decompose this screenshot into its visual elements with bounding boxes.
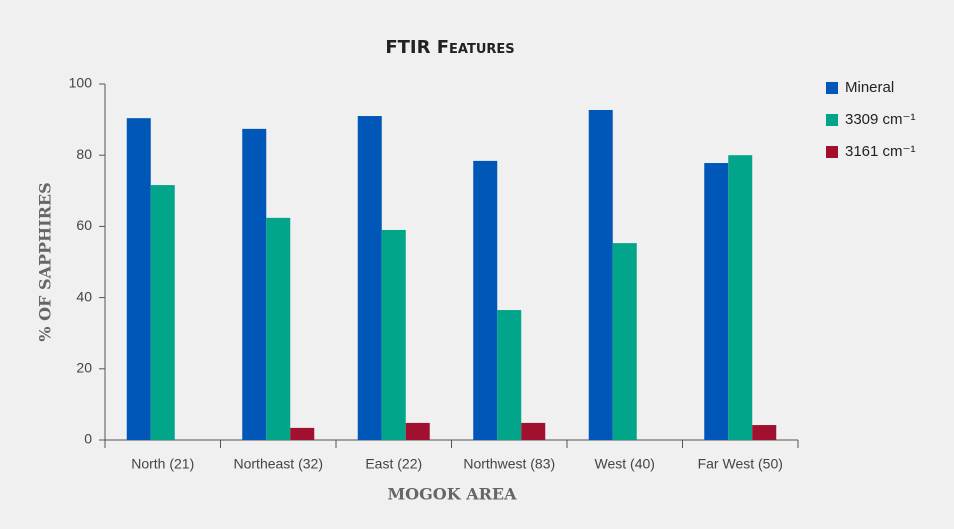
bar bbox=[588, 109, 613, 440]
bar bbox=[290, 427, 315, 440]
legend-label: Mineral bbox=[845, 79, 894, 96]
x-tick-label: Northwest (83) bbox=[463, 456, 555, 472]
legend-swatch bbox=[826, 114, 838, 126]
bar bbox=[126, 118, 151, 441]
bar bbox=[521, 422, 546, 440]
y-tick-label: 0 bbox=[84, 431, 92, 447]
bar bbox=[266, 217, 291, 440]
legend-swatch bbox=[826, 146, 838, 158]
bar bbox=[612, 243, 637, 440]
x-axis-label: MOGOK AREA bbox=[387, 485, 517, 504]
bar bbox=[473, 160, 498, 440]
x-tick-label: North (21) bbox=[131, 456, 194, 472]
x-tick-label: West (40) bbox=[595, 456, 655, 472]
bar bbox=[242, 128, 267, 440]
legend-swatch bbox=[826, 82, 838, 94]
bar bbox=[752, 425, 777, 440]
chart-title: FTIR Features bbox=[385, 37, 514, 58]
x-tick-label: East (22) bbox=[365, 456, 422, 472]
legend-label: 3161 cm⁻¹ bbox=[845, 143, 915, 160]
bar bbox=[381, 229, 406, 440]
x-tick-label: Far West (50) bbox=[698, 456, 783, 472]
bar bbox=[405, 422, 430, 440]
x-tick-label: Northeast (32) bbox=[234, 456, 323, 472]
bar bbox=[728, 155, 753, 440]
bar bbox=[150, 185, 175, 440]
y-tick-label: 100 bbox=[69, 75, 93, 91]
y-tick-label: 60 bbox=[76, 217, 92, 233]
bar bbox=[497, 310, 522, 440]
y-tick-label: 40 bbox=[76, 288, 92, 304]
bar bbox=[704, 163, 729, 441]
y-axis-label: % OF SAPPHIRES bbox=[36, 182, 55, 341]
y-tick-label: 80 bbox=[76, 146, 92, 162]
legend-label: 3309 cm⁻¹ bbox=[845, 111, 915, 128]
bar bbox=[357, 116, 382, 440]
y-tick-label: 20 bbox=[76, 360, 92, 376]
